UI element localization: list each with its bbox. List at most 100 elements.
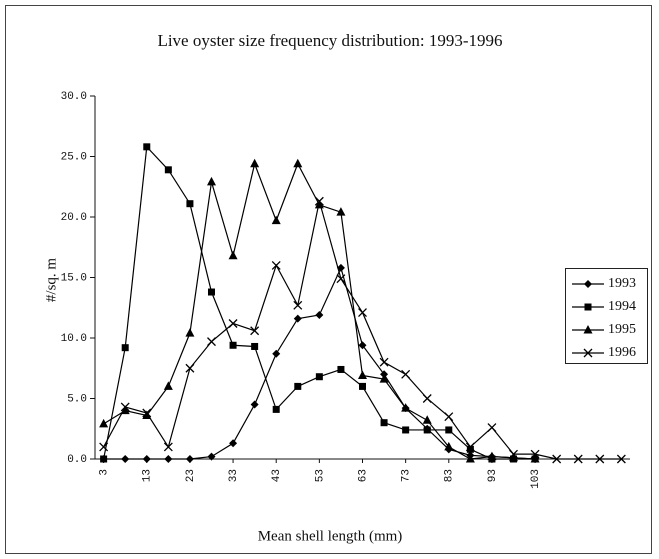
data-point [314, 196, 324, 206]
data-point [509, 449, 518, 459]
data-point [294, 382, 302, 390]
data-point [358, 308, 367, 318]
data-point [359, 382, 366, 390]
data-point [163, 442, 173, 452]
data-point [121, 455, 130, 463]
data-point [272, 349, 281, 358]
data-point [336, 207, 346, 216]
data-point [487, 451, 497, 461]
data-point [207, 288, 215, 296]
data-point [530, 454, 540, 463]
data-point [229, 341, 237, 349]
data-point [228, 250, 238, 260]
y-tick-label: 25.0 [61, 151, 87, 163]
series-line [103, 145, 536, 460]
data-point [99, 418, 109, 428]
data-point [487, 423, 497, 432]
data-point [595, 454, 605, 464]
legend-label: 1995 [608, 322, 636, 337]
data-point [465, 454, 475, 463]
legend-marker [584, 280, 592, 288]
data-point [207, 452, 216, 461]
data-point [380, 419, 388, 427]
data-point [509, 452, 519, 462]
data-point [272, 405, 280, 413]
data-point [185, 455, 194, 463]
data-point [315, 373, 323, 381]
x-tick-label: 73 [401, 469, 413, 482]
data-point [379, 374, 389, 383]
x-tick-label: 33 [228, 469, 240, 482]
x-tick-label: 83 [444, 469, 456, 482]
series-line [103, 201, 622, 460]
data-point [250, 400, 259, 409]
data-point [271, 260, 281, 270]
data-point [121, 344, 129, 352]
data-point [616, 454, 626, 464]
data-point [422, 415, 432, 424]
y-axis-label: #/sq. m [43, 258, 59, 303]
legend-marker [583, 348, 593, 358]
data-point [465, 442, 475, 452]
data-point [164, 455, 173, 463]
data-point [444, 412, 454, 422]
x-tick-label: 43 [271, 469, 283, 482]
data-point [402, 426, 410, 434]
legend-label: 1996 [608, 345, 636, 360]
legend-label: 1993 [608, 276, 636, 291]
data-point [99, 442, 109, 452]
y-tick-label: 30.0 [61, 91, 87, 103]
y-tick-label: 10.0 [61, 333, 87, 345]
data-point [185, 363, 195, 373]
data-point [250, 158, 260, 168]
legend-marker [584, 303, 592, 311]
legend-marker [583, 325, 593, 334]
data-point [358, 341, 367, 350]
data-point [552, 454, 562, 464]
data-point [444, 441, 454, 451]
data-point [336, 274, 346, 284]
y-tick-label: 20.0 [61, 212, 87, 224]
data-point [293, 158, 303, 168]
chart-border [5, 5, 652, 554]
data-point [422, 394, 432, 403]
data-point [143, 143, 151, 151]
x-tick-label: 53 [314, 469, 326, 482]
data-point [228, 319, 238, 328]
data-point [293, 314, 302, 323]
data-point [185, 328, 195, 337]
data-point [251, 342, 259, 350]
y-tick-label: 0.0 [67, 454, 87, 466]
data-point [293, 300, 303, 310]
x-tick-label: 3 [99, 469, 111, 476]
x-tick-label: 93 [487, 469, 499, 482]
data-point [186, 200, 194, 208]
x-tick-label: 23 [185, 469, 197, 482]
y-tick-label: 5.0 [67, 393, 87, 405]
data-point [530, 449, 540, 459]
data-point [271, 215, 281, 225]
x-tick-label: 13 [142, 469, 154, 482]
data-point [164, 166, 172, 174]
data-point [142, 408, 152, 418]
data-point [358, 370, 367, 380]
data-point [423, 426, 431, 434]
data-point [573, 454, 583, 464]
data-point [163, 381, 173, 390]
data-point [445, 426, 453, 434]
data-point [100, 455, 108, 463]
chart-title: Live oyster size frequency distribution:… [157, 31, 502, 50]
data-point [401, 403, 411, 412]
y-tick-label: 15.0 [61, 272, 87, 284]
x-axis-label: Mean shell length (mm) [258, 528, 403, 544]
series-line [103, 266, 536, 460]
x-tick-label: 63 [357, 469, 369, 482]
data-point [250, 326, 260, 336]
data-point [229, 439, 238, 448]
data-point [207, 337, 216, 347]
data-point [206, 176, 216, 186]
data-point [401, 369, 411, 379]
data-point [142, 455, 151, 463]
data-point [379, 357, 389, 367]
